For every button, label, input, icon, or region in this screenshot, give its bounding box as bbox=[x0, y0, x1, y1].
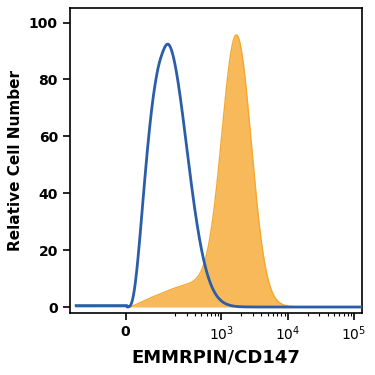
X-axis label: EMMRPIN/CD147: EMMRPIN/CD147 bbox=[131, 349, 300, 367]
Y-axis label: Relative Cell Number: Relative Cell Number bbox=[8, 70, 23, 251]
